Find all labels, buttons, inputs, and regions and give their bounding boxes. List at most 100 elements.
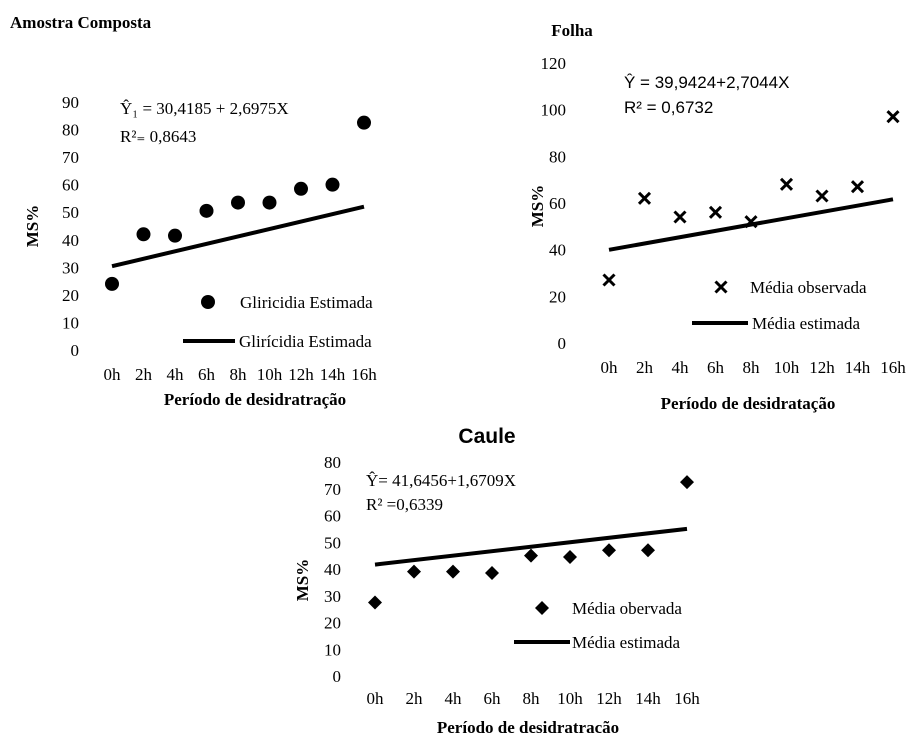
- x-tick-label: 4h: [167, 365, 185, 384]
- data-point: [744, 215, 758, 229]
- y-tick-label: 20: [549, 287, 566, 306]
- x-tick-label: 8h: [523, 689, 541, 708]
- y-tick-label: 60: [549, 194, 566, 213]
- trend-line: [608, 197, 894, 252]
- y-tick-label: 50: [62, 203, 79, 222]
- legend-label-estimated: Média estimada: [572, 633, 681, 652]
- data-point: [231, 195, 245, 210]
- x-tick-label: 4h: [672, 358, 690, 377]
- y-tick-label: 30: [62, 258, 79, 277]
- data-point-stroke: [637, 191, 652, 205]
- chart-3: Caule 0 10 20 30 40 50 60 70 80 0h 2h 4h 6h 8h 10h 12h 14…: [293, 425, 700, 735]
- data-point: [294, 181, 308, 196]
- x-tick-label: 14h: [320, 365, 346, 384]
- y-tick-label: 60: [62, 176, 79, 195]
- y-tick-label: 30: [324, 587, 341, 606]
- x-tick-label: 0h: [367, 689, 385, 708]
- x-tick-label: 12h: [288, 365, 314, 384]
- legend-label-observed: Gliricidia Estimada: [240, 293, 373, 312]
- y-axis-title: MS%: [528, 185, 547, 228]
- chart-title: Folha: [551, 21, 593, 40]
- y-tick-label: 10: [324, 640, 341, 659]
- r-squared: R²₌ 0,8643: [120, 127, 196, 146]
- legend-label-estimated: Glirícidia Estimada: [239, 332, 372, 351]
- y-tick-label: 10: [62, 313, 79, 332]
- data-point: [815, 189, 829, 203]
- y-tick-label: 40: [62, 231, 79, 250]
- x-tick-label: 16h: [674, 689, 700, 708]
- data-point: [368, 595, 382, 610]
- y-tick-label: 0: [333, 667, 342, 686]
- y-tick-label: 40: [549, 241, 566, 260]
- chart-title: Caule: [458, 425, 515, 448]
- data-point-stroke: [673, 210, 687, 224]
- data-point: [136, 227, 151, 242]
- data-point: [850, 180, 865, 194]
- chart-1: Amostra Composta 0 10 20 30 40 50 60 70 80 90 0h 2h 4…: [10, 13, 377, 409]
- y-tick-label: 70: [324, 480, 341, 499]
- x-tick-label: 10h: [774, 358, 800, 377]
- x-tick-label: 2h: [135, 365, 153, 384]
- data-point: [105, 276, 119, 291]
- legend-label-estimated: Média estimada: [752, 314, 861, 333]
- data-point: [637, 191, 652, 205]
- y-tick-label: 90: [62, 93, 79, 112]
- y-tick-label: 50: [324, 533, 341, 552]
- x-tick-label: 6h: [484, 689, 502, 708]
- data-point: [262, 195, 277, 210]
- data-point: [524, 548, 538, 563]
- x-tick-label: 2h: [636, 358, 654, 377]
- y-tick-label: 80: [62, 121, 79, 140]
- chart-title: Amostra Composta: [10, 13, 152, 32]
- y-tick-label: 60: [324, 507, 341, 526]
- data-point-stroke: [708, 205, 723, 219]
- x-tick-label: 6h: [707, 358, 725, 377]
- y-tick-label: 120: [541, 54, 567, 73]
- legend-label-observed: Média observada: [750, 278, 867, 297]
- data-point-stroke: [602, 273, 616, 287]
- x-tick-label: 4h: [445, 689, 463, 708]
- x-tick-label: 16h: [351, 365, 377, 384]
- x-tick-label: 14h: [635, 689, 661, 708]
- data-point-stroke: [850, 180, 865, 194]
- y-tick-label: 100: [541, 101, 567, 120]
- x-axis-title: Período de desidratação: [661, 394, 836, 413]
- x-tick-label: 6h: [198, 365, 216, 384]
- trend-line: [111, 204, 365, 269]
- data-point: [485, 566, 499, 581]
- y-tick-label: 20: [324, 614, 341, 633]
- x-tick-label: 0h: [601, 358, 619, 377]
- data-point: [325, 177, 340, 192]
- r-squared: R² =0,6339: [366, 495, 443, 514]
- data-point: [641, 543, 655, 558]
- data-point: [563, 549, 577, 564]
- legend-marker: [714, 280, 728, 294]
- x-tick-label: 8h: [743, 358, 761, 377]
- x-tick-label: 2h: [406, 689, 424, 708]
- data-point: [357, 115, 371, 130]
- data-point: [673, 210, 687, 224]
- regression-equation: Ŷ = 39,9424+2,7044X: [624, 73, 789, 92]
- y-tick-label: 70: [62, 148, 79, 167]
- x-axis-title: Período de desidratracão: [437, 718, 619, 735]
- data-point-stroke: [744, 215, 758, 229]
- x-tick-label: 8h: [230, 365, 248, 384]
- data-point: [602, 543, 616, 558]
- data-point: [779, 177, 794, 191]
- y-axis-title: MS%: [293, 559, 312, 602]
- y-tick-label: 40: [324, 560, 341, 579]
- data-point: [168, 228, 182, 243]
- regression-equation: Ŷ₁ = 30,4185 + 2,6975X: [120, 99, 289, 118]
- trend-line: [374, 526, 688, 567]
- x-tick-label: 10h: [557, 689, 583, 708]
- y-tick-label: 80: [324, 453, 341, 472]
- y-tick-label: 80: [549, 147, 566, 166]
- y-tick-label: 20: [62, 286, 79, 305]
- x-tick-label: 12h: [596, 689, 622, 708]
- data-point: [602, 273, 616, 287]
- data-point: [407, 564, 421, 579]
- data-point-stroke: [886, 110, 900, 124]
- r-squared: R² = 0,6732: [624, 98, 713, 117]
- y-axis-title: MS%: [23, 205, 42, 248]
- x-tick-label: 16h: [880, 358, 906, 377]
